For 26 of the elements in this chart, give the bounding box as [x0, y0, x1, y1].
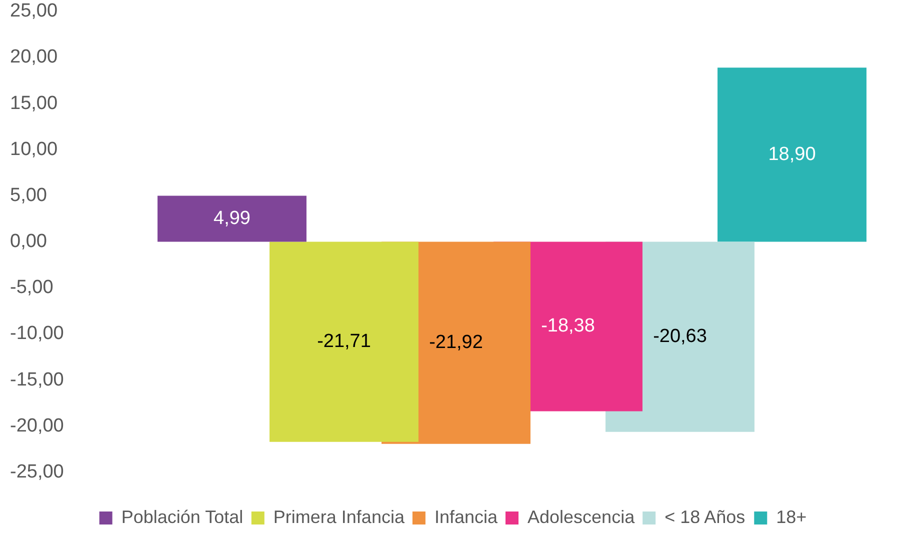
legend-label: 18+ [776, 506, 807, 527]
bar [270, 242, 418, 442]
y-tick-label: 25,00 [10, 0, 58, 22]
data-label: -21,92 [429, 332, 483, 354]
data-label: -20,63 [653, 326, 707, 348]
data-label: -18,38 [541, 316, 595, 337]
y-tick-label: 15,00 [10, 92, 58, 114]
data-label: -21,71 [317, 331, 371, 352]
y-tick-label: 0,00 [10, 231, 47, 252]
legend-label: Adolescencia [528, 506, 636, 527]
data-label: 18,90 [768, 144, 816, 165]
y-tick-label: -10,00 [10, 323, 64, 344]
legend-label: < 18 Años [664, 506, 746, 527]
y-tick-label: -25,00 [10, 461, 64, 482]
legend-label: Primera Infancia [273, 506, 406, 527]
y-tick-label: 20,00 [10, 46, 58, 68]
legend-label: Infancia [434, 506, 498, 527]
y-tick-label: 5,00 [10, 184, 47, 206]
y-tick-label: -5,00 [10, 277, 54, 298]
y-tick-label: -15,00 [10, 369, 64, 390]
data-label: 4,99 [214, 208, 250, 230]
legend-label: Población Total [121, 506, 244, 527]
bar [718, 68, 866, 242]
bar [158, 196, 306, 242]
y-tick-label: -20,00 [10, 415, 64, 436]
y-tick-label: 10,00 [10, 138, 58, 160]
